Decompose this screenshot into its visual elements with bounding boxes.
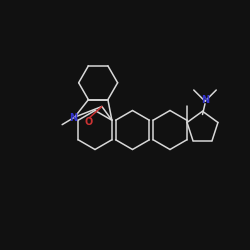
Text: O: O — [84, 117, 92, 127]
Text: N: N — [69, 114, 78, 124]
Text: N: N — [201, 95, 209, 105]
